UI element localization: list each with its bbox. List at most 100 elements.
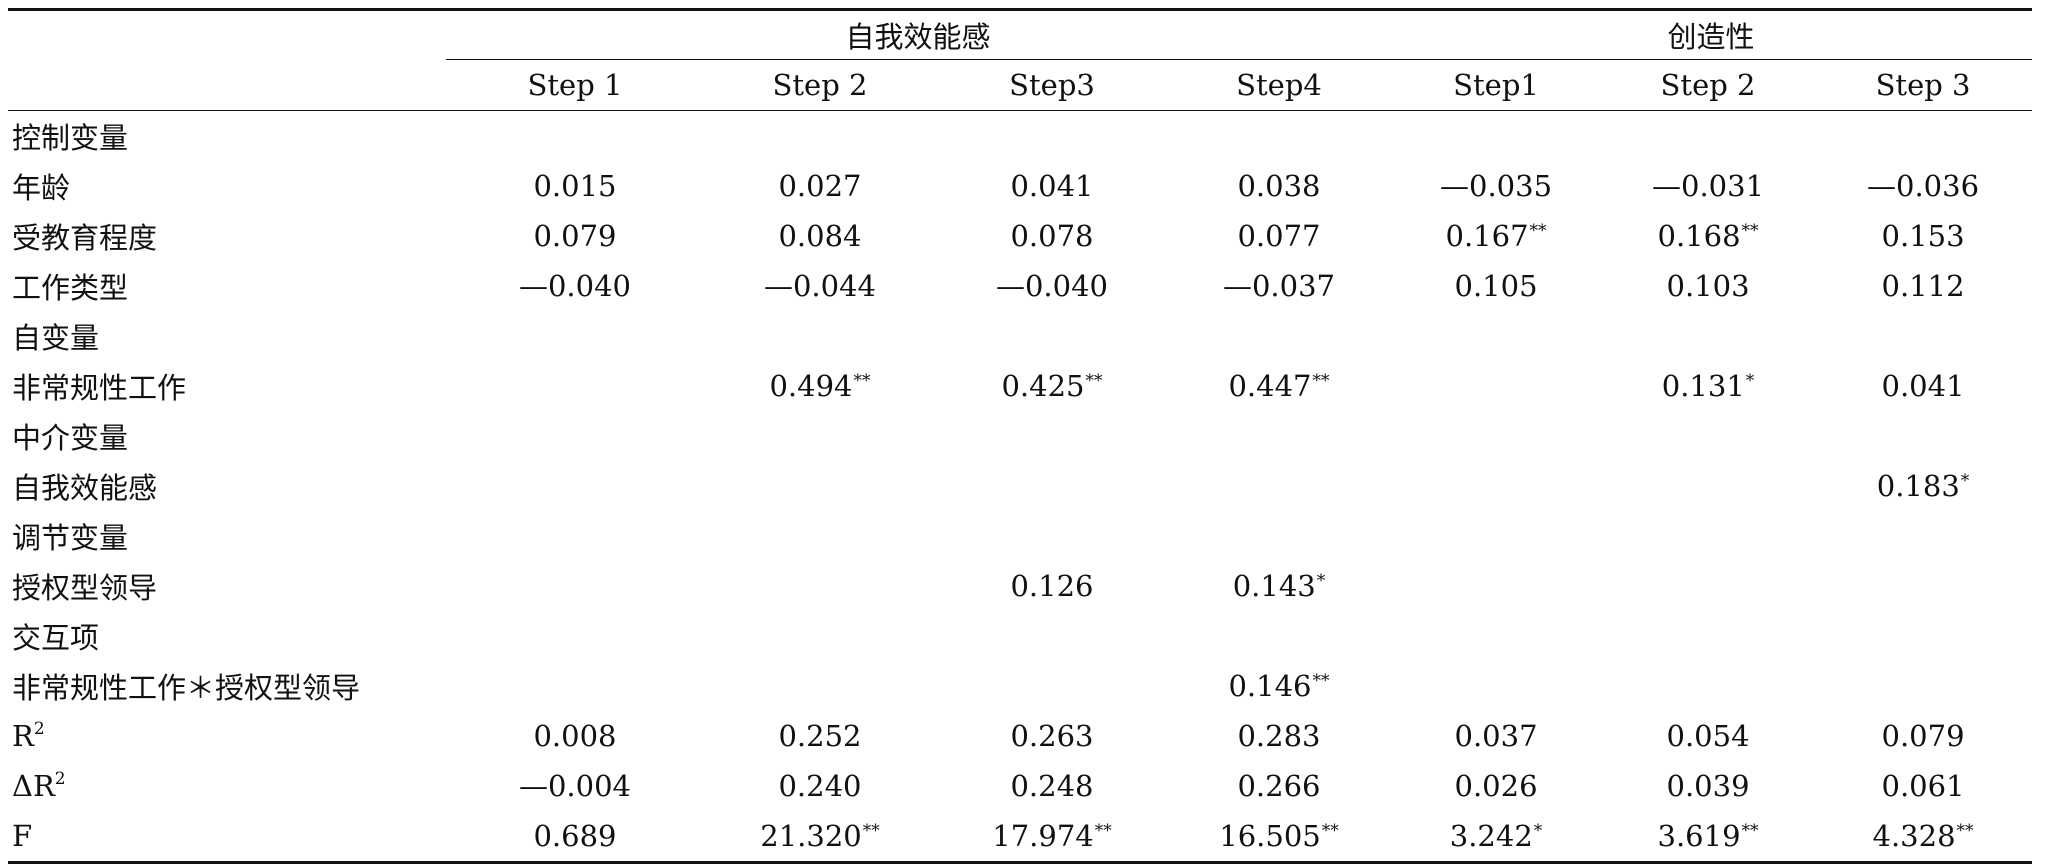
table-row: 年龄 0.015 0.027 0.041 0.038 —0.035 —0.031 —0.036	[8, 161, 2032, 211]
table-row: 交互项	[8, 611, 2032, 661]
row-label: 受教育程度	[8, 211, 446, 261]
row-label: 自我效能感	[8, 461, 446, 511]
significance-marker: **	[1312, 371, 1330, 391]
significance-marker: *	[1533, 821, 1543, 841]
table-cell: 0.105	[1390, 261, 1602, 311]
table-cell	[446, 461, 704, 511]
table-cell	[704, 511, 936, 561]
row-label-text: R	[12, 719, 34, 753]
table-cell: 0.038	[1168, 161, 1390, 211]
cell-value: 0.037	[1454, 719, 1538, 753]
header-empty-cell	[8, 8, 446, 60]
table-cell: —0.035	[1390, 161, 1602, 211]
table-row: 授权型领导 0.126 0.143*	[8, 561, 2032, 611]
table-row: 非常规性工作 0.494** 0.425** 0.447** 0.131* 0.041	[8, 361, 2032, 411]
significance-marker: *	[1316, 571, 1326, 591]
table-cell	[1390, 661, 1602, 711]
table-cell	[1168, 411, 1390, 461]
table-cell: 0.078	[936, 211, 1168, 261]
row-label: 非常规性工作＊授权型领导	[8, 661, 446, 711]
table-body: 控制变量 年龄 0.015 0.027 0.041 0.038 —0.035 —0.031 —0…	[8, 111, 2033, 864]
cell-value: 0.054	[1666, 719, 1750, 753]
table-cell	[1168, 111, 1390, 162]
significance-marker: **	[1741, 821, 1759, 841]
cell-value: 0.008	[533, 719, 617, 753]
table-cell	[1814, 611, 2032, 661]
cell-value: 0.078	[1010, 219, 1094, 253]
table-cell	[1814, 561, 2032, 611]
cell-value: 0.126	[1010, 569, 1094, 603]
cell-value: 0.266	[1237, 769, 1321, 803]
table-cell: —0.004	[446, 761, 704, 811]
table-row: 受教育程度 0.079 0.084 0.078 0.077 0.167** 0.168** 0…	[8, 211, 2032, 261]
cell-value: 17.974	[992, 819, 1094, 853]
table-row: 控制变量	[8, 111, 2032, 162]
group-header-row: 自我效能感 创造性	[8, 8, 2033, 60]
table-cell: 0.008	[446, 711, 704, 761]
table-cell	[1814, 661, 2032, 711]
table-cell	[704, 661, 936, 711]
cell-value: —0.040	[518, 269, 632, 303]
table-cell: 0.037	[1390, 711, 1602, 761]
table-cell	[704, 611, 936, 661]
table-cell	[446, 411, 704, 461]
cell-value: 0.027	[778, 169, 862, 203]
table-cell	[1390, 511, 1602, 561]
table-cell	[1602, 611, 1814, 661]
table-cell: 0.447**	[1168, 361, 1390, 411]
significance-marker: *	[1745, 371, 1755, 391]
group-header-creativity: 创造性	[1390, 8, 2033, 60]
cell-value: —0.040	[995, 269, 1109, 303]
table-cell	[1390, 561, 1602, 611]
step-header: Step3	[936, 59, 1168, 111]
row-label: F	[8, 811, 446, 864]
table-cell	[446, 511, 704, 561]
row-label: 工作类型	[8, 261, 446, 311]
table-cell	[446, 561, 704, 611]
row-label: 自变量	[8, 311, 446, 361]
table-cell: 0.126	[936, 561, 1168, 611]
table-cell: 0.153	[1814, 211, 2032, 261]
table-cell: 16.505**	[1168, 811, 1391, 864]
table-cell: —0.036	[1814, 161, 2032, 211]
table-cell: 0.146**	[1168, 661, 1390, 711]
row-label-text: 受教育程度	[12, 221, 158, 255]
table-cell: 0.079	[446, 211, 704, 261]
cell-value: 0.112	[1881, 269, 1965, 303]
table-cell	[1814, 411, 2032, 461]
table-cell: 0.015	[446, 161, 704, 211]
table-cell: —0.044	[704, 261, 936, 311]
cell-value: 0.079	[1881, 719, 1965, 753]
cell-value: 21.320	[760, 819, 862, 853]
header-empty-cell	[8, 59, 446, 111]
cell-value: 0.263	[1010, 719, 1094, 753]
row-label-text: 自我效能感	[12, 471, 158, 505]
table-cell	[936, 661, 1168, 711]
significance-marker: **	[1529, 221, 1547, 241]
cell-value: 0.038	[1237, 169, 1321, 203]
table-cell: 0.054	[1602, 711, 1814, 761]
table-cell: 0.041	[936, 161, 1168, 211]
table-row: 非常规性工作＊授权型领导 0.146**	[8, 661, 2032, 711]
cell-value: 0.039	[1666, 769, 1750, 803]
table-cell	[1390, 111, 1602, 162]
table-cell	[936, 411, 1168, 461]
table-cell	[1168, 311, 1390, 361]
table-cell	[446, 611, 704, 661]
cell-value: 0.167	[1445, 219, 1529, 253]
table-cell: 0.026	[1390, 761, 1602, 811]
table-cell	[1390, 361, 1602, 411]
cell-value: —0.044	[763, 269, 877, 303]
table-cell	[1602, 411, 1814, 461]
table-cell: 0.183*	[1814, 461, 2032, 511]
table-row: ΔR2 —0.004 0.240 0.248 0.266 0.026 0.039 0.061	[8, 761, 2032, 811]
table-cell	[1168, 611, 1390, 661]
table-cell: 0.027	[704, 161, 936, 211]
regression-table: 自我效能感 创造性 Step 1 Step 2 Step3 Step4 Step…	[8, 8, 2033, 864]
table-header: 自我效能感 创造性 Step 1 Step 2 Step3 Step4 Step…	[8, 8, 2033, 111]
table-cell: 0.077	[1168, 211, 1390, 261]
table-cell	[446, 361, 704, 411]
step-header: Step 1	[446, 59, 704, 111]
cell-value: 0.183	[1876, 469, 1960, 503]
row-label-text: F	[12, 819, 33, 853]
